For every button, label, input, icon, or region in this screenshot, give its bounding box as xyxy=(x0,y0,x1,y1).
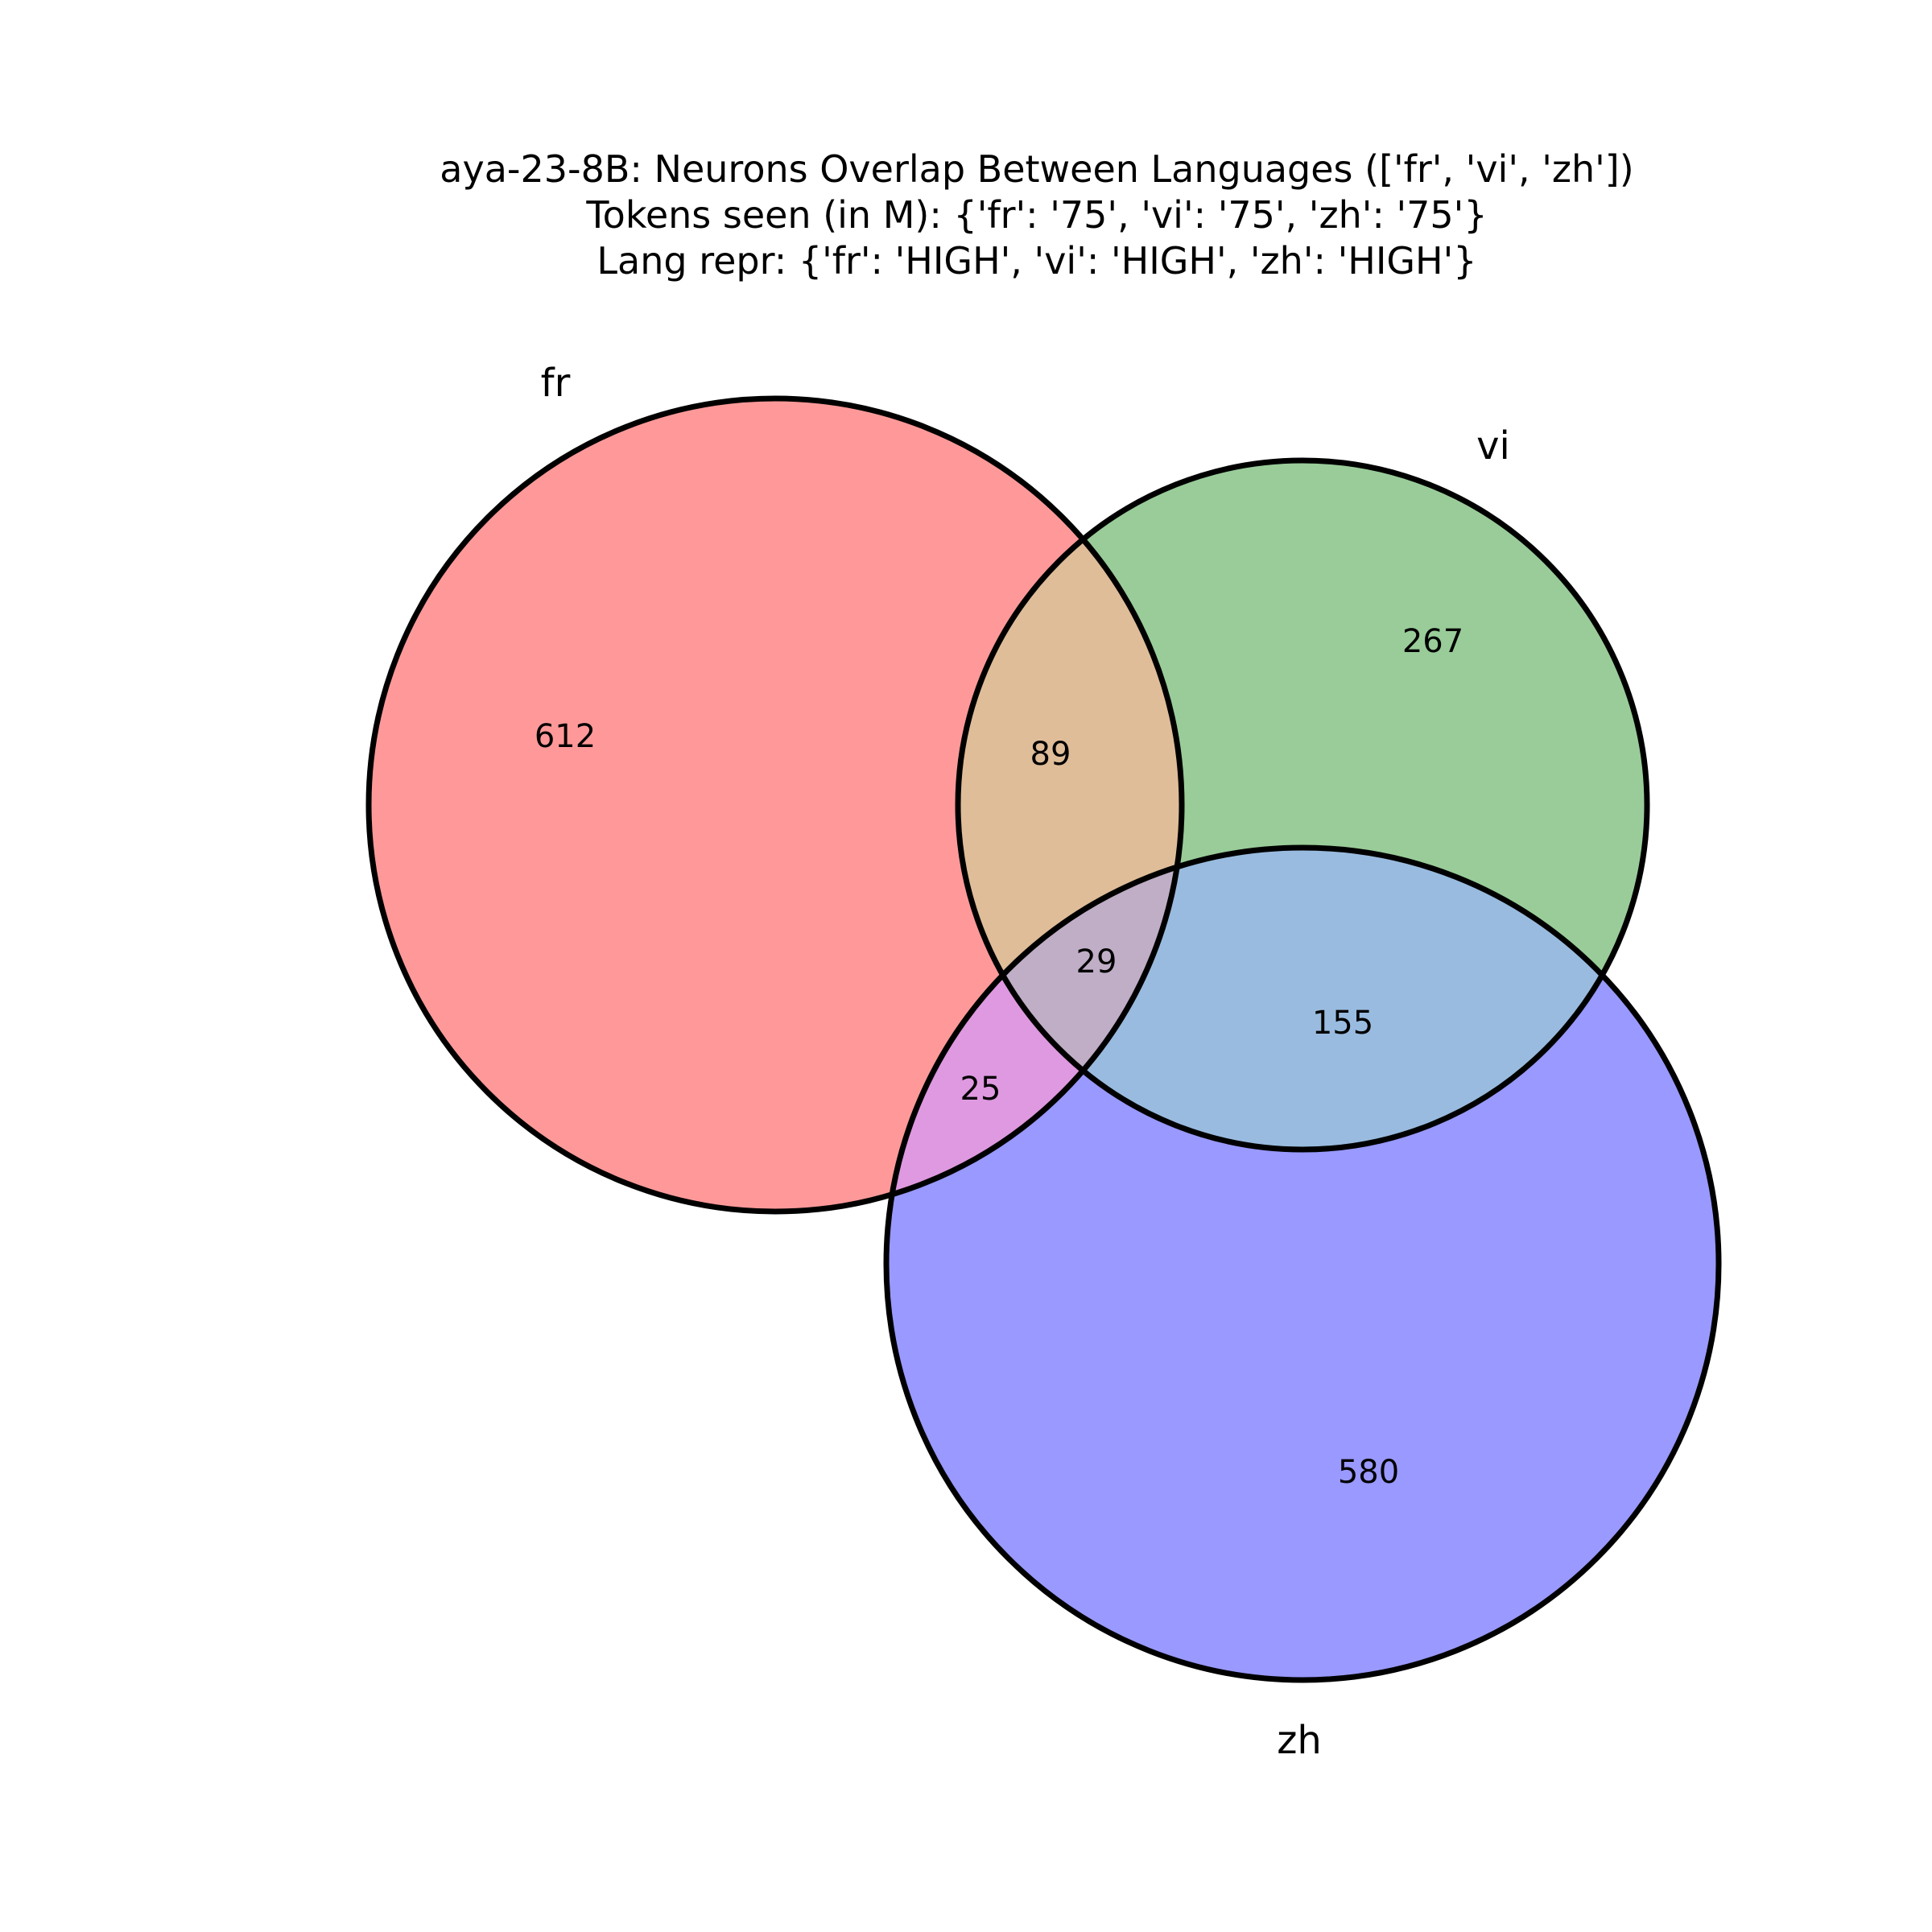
count-fr-vi-zh: 29 xyxy=(1076,943,1117,980)
title-line-2: Tokens seen (in M): {'fr': '75', 'vi': '… xyxy=(585,193,1487,237)
count-fr-vi: 89 xyxy=(1030,736,1071,773)
outline-fr xyxy=(365,395,1185,1215)
title-line-3: Lang repr: {'fr': 'HIGH', 'vi': 'HIGH', … xyxy=(597,239,1476,283)
count-zh-only: 580 xyxy=(1338,1454,1399,1491)
outline-vi xyxy=(955,457,1650,1153)
set-label-zh: zh xyxy=(1277,1718,1322,1763)
count-vi-only: 267 xyxy=(1402,623,1463,660)
set-label-vi: vi xyxy=(1476,423,1510,469)
count-vi-zh: 155 xyxy=(1312,1005,1373,1042)
count-fr-zh: 25 xyxy=(960,1071,1001,1108)
set-label-fr: fr xyxy=(541,361,571,406)
title-line-1: aya-23-8B: Neurons Overlap Between Langu… xyxy=(440,147,1633,191)
count-fr-only: 612 xyxy=(535,718,596,755)
outline-zh xyxy=(883,844,1722,1683)
